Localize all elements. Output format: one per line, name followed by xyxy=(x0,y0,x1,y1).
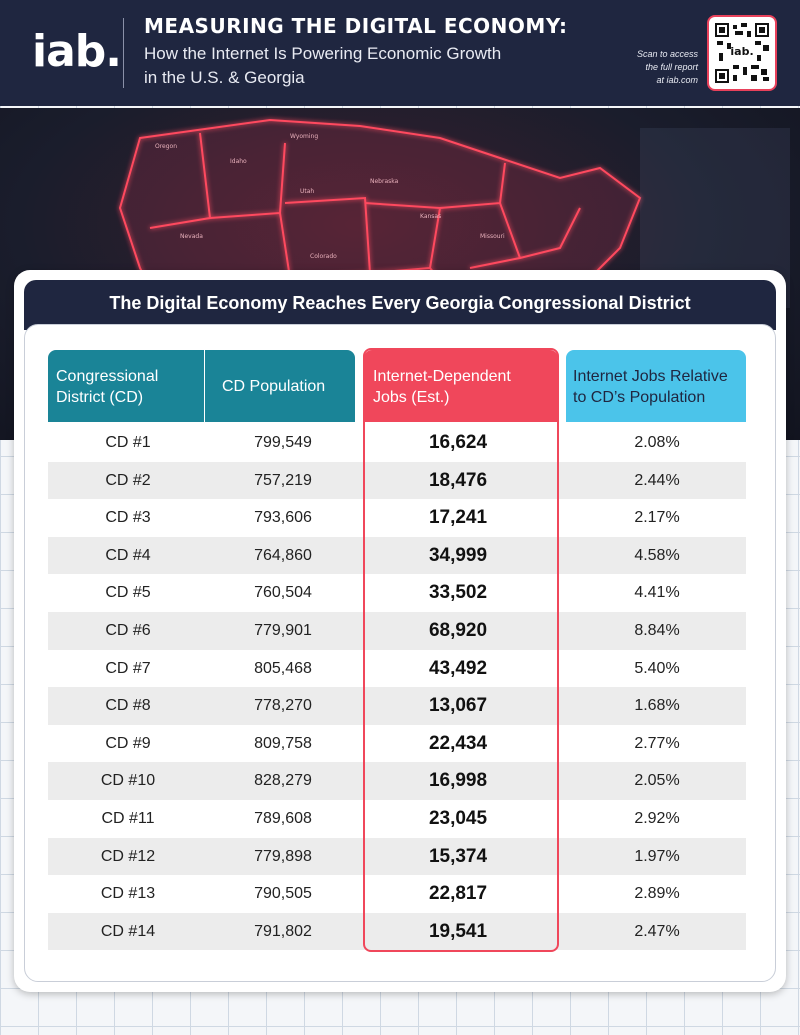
table-row: CD #13 790,505 22,817 2.89% xyxy=(48,875,746,913)
qr-code-icon: iab. xyxy=(715,23,769,83)
cell-jobs-relative: 4.58% xyxy=(634,546,680,564)
table-row: CD #14 791,802 19,541 2.47% xyxy=(48,912,746,951)
table-row: CD #8 778,270 13,067 1.68% xyxy=(48,687,746,725)
cell-internet-jobs: 43,492 xyxy=(428,657,488,679)
qr-code[interactable]: iab. xyxy=(707,15,777,91)
cell-district: CD #3 xyxy=(105,509,151,527)
cell-jobs-relative: 5.40% xyxy=(634,659,680,677)
column-header-internet-jobs: Internet-Dependent Jobs (Est.) xyxy=(364,350,558,422)
cell-population: 828,279 xyxy=(254,772,312,790)
table-rows: CD #1 799,549 16,624 2.08% CD #2 757,219 18,4… xyxy=(48,424,746,951)
cell-population: 790,505 xyxy=(254,885,312,903)
table-title: The Digital Economy Reaches Every Georgi… xyxy=(109,293,691,313)
iab-logo: iab. xyxy=(32,26,122,77)
svg-text:Kansas: Kansas xyxy=(420,213,441,220)
cell-population: 757,219 xyxy=(254,471,312,489)
cell-jobs-relative: 2.92% xyxy=(634,809,680,827)
svg-text:Nebraska: Nebraska xyxy=(370,178,399,185)
scan-caption-line3: at iab.com xyxy=(656,75,698,85)
cell-jobs-relative: 8.84% xyxy=(634,621,680,639)
cell-jobs-relative: 2.77% xyxy=(634,734,680,752)
report-title: MEASURING THE DIGITAL ECONOMY: xyxy=(144,14,568,38)
table-row: CD #5 760,504 33,502 4.41% xyxy=(48,574,746,612)
table-row: CD #7 805,468 43,492 5.40% xyxy=(48,650,746,688)
table-row: CD #12 779,898 15,374 1.97% xyxy=(48,837,746,876)
cell-district: CD #14 xyxy=(100,922,156,940)
report-subtitle-line1: How the Internet Is Powering Economic Gr… xyxy=(144,44,502,63)
svg-text:iab.: iab. xyxy=(730,45,753,58)
table-row: CD #6 779,901 68,920 8.84% xyxy=(48,611,746,650)
svg-text:Utah: Utah xyxy=(300,188,314,195)
cell-internet-jobs: 33,502 xyxy=(428,582,488,604)
cell-district: CD #10 xyxy=(100,772,156,790)
cell-district: CD #13 xyxy=(100,885,156,903)
cell-internet-jobs: 15,374 xyxy=(428,845,488,867)
table-row: CD #11 789,608 23,045 2.92% xyxy=(48,800,746,838)
svg-text:Idaho: Idaho xyxy=(230,158,247,165)
logo-divider xyxy=(123,18,124,88)
cell-district: CD #12 xyxy=(100,847,156,865)
svg-text:Nevada: Nevada xyxy=(180,233,203,240)
cell-district: CD #6 xyxy=(105,621,151,639)
cell-district: CD #1 xyxy=(105,434,151,451)
cell-internet-jobs: 16,998 xyxy=(428,770,488,792)
column-header-district: Congressional District (CD) xyxy=(48,350,204,422)
cell-internet-jobs: 17,241 xyxy=(428,507,488,529)
cell-jobs-relative: 2.17% xyxy=(634,509,680,527)
cell-internet-jobs: 23,045 xyxy=(428,807,488,829)
cell-internet-jobs: 19,541 xyxy=(428,920,488,942)
table-row: CD #9 809,758 22,434 2.77% xyxy=(48,725,746,763)
cell-population: 789,608 xyxy=(254,809,312,827)
cell-population: 793,606 xyxy=(254,509,312,527)
cell-internet-jobs: 22,434 xyxy=(428,732,488,754)
cell-internet-jobs: 34,999 xyxy=(428,544,488,566)
table-row: CD #1 799,549 16,624 2.08% xyxy=(48,424,746,462)
cell-population: 779,901 xyxy=(254,621,312,639)
report-subtitle-line2: in the U.S. & Georgia xyxy=(144,68,305,87)
cell-district: CD #7 xyxy=(105,659,151,677)
cell-internet-jobs: 16,624 xyxy=(428,432,488,453)
scan-caption: Scan to access the full report at iab.co… xyxy=(637,48,698,87)
cell-district: CD #5 xyxy=(105,584,151,602)
svg-text:Wyoming: Wyoming xyxy=(290,133,318,140)
table-row: CD #2 757,219 18,476 2.44% xyxy=(48,461,746,500)
cell-district: CD #9 xyxy=(105,734,151,752)
column-header-population: CD Population xyxy=(205,350,355,422)
cell-jobs-relative: 2.89% xyxy=(634,885,680,903)
cell-internet-jobs: 18,476 xyxy=(428,469,488,491)
table-row: CD #4 764,860 34,999 4.58% xyxy=(48,536,746,575)
scan-caption-line1: Scan to access xyxy=(636,49,698,59)
cell-population: 791,802 xyxy=(254,922,312,940)
cell-population: 809,758 xyxy=(254,734,312,752)
cell-internet-jobs: 13,067 xyxy=(428,695,488,717)
cell-jobs-relative: 2.47% xyxy=(634,922,680,940)
cell-population: 799,549 xyxy=(254,434,312,451)
svg-text:Missouri: Missouri xyxy=(480,233,505,240)
cell-internet-jobs: 68,920 xyxy=(428,619,488,641)
table-row: CD #10 828,279 16,998 2.05% xyxy=(48,762,746,800)
cell-jobs-relative: 1.97% xyxy=(634,847,680,865)
cell-district: CD #4 xyxy=(105,546,151,564)
cell-population: 778,270 xyxy=(254,697,312,715)
cell-population: 779,898 xyxy=(254,847,312,865)
card-header: The Digital Economy Reaches Every Georgi… xyxy=(24,280,776,330)
cell-jobs-relative: 1.68% xyxy=(634,697,680,715)
cell-population: 764,860 xyxy=(254,546,312,564)
cell-district: CD #8 xyxy=(105,697,151,715)
cell-internet-jobs: 22,817 xyxy=(428,883,488,905)
cell-district: CD #11 xyxy=(101,809,155,827)
svg-text:Oregon: Oregon xyxy=(155,143,177,150)
column-header-jobs-relative: Internet Jobs Relative to CD’s Populatio… xyxy=(566,350,746,422)
cell-population: 760,504 xyxy=(254,584,312,602)
svg-text:Colorado: Colorado xyxy=(310,253,337,260)
cell-jobs-relative: 2.05% xyxy=(634,772,680,790)
cell-jobs-relative: 2.44% xyxy=(634,471,680,489)
scan-caption-line2: the full report xyxy=(645,62,698,72)
cell-district: CD #2 xyxy=(105,471,151,489)
table-row: CD #3 793,606 17,241 2.17% xyxy=(48,499,746,537)
cell-population: 805,468 xyxy=(254,659,312,677)
cell-jobs-relative: 4.41% xyxy=(634,584,680,602)
header-banner: iab. MEASURING THE DIGITAL ECONOMY: How … xyxy=(0,0,800,106)
cell-jobs-relative: 2.08% xyxy=(634,434,680,451)
